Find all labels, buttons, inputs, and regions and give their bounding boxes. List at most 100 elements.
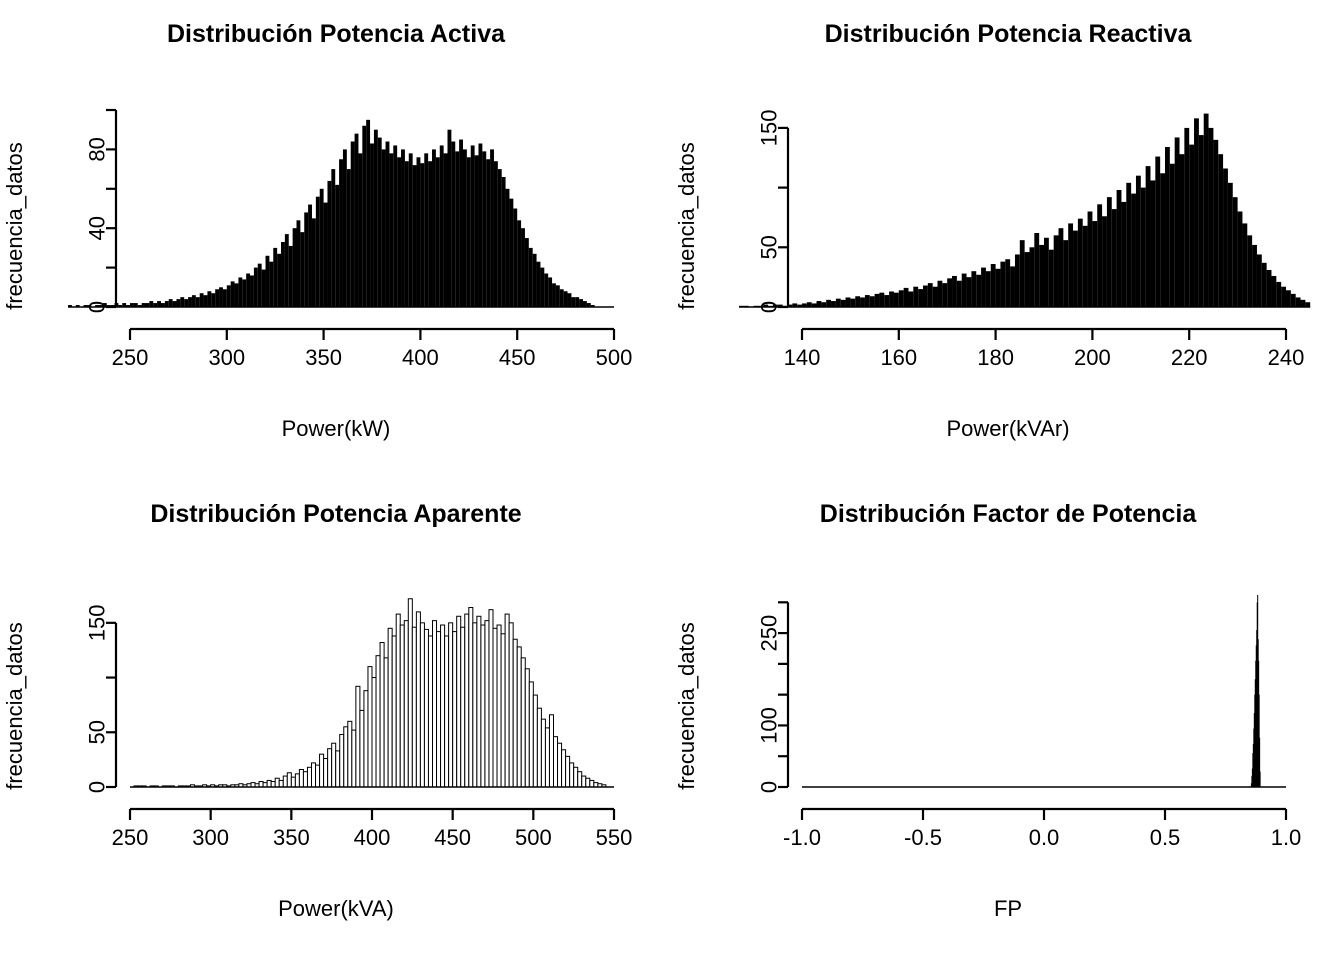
histogram-bar <box>1271 275 1277 307</box>
histogram-bar <box>557 742 563 788</box>
histogram-bar <box>145 303 150 307</box>
histogram-bars <box>133 598 607 788</box>
panel-factor-de-potencia: 0 100 250 -1.0 -0.5 0.0 0.5 1.0 Distribución Fa… <box>672 480 1344 960</box>
histogram-bar <box>579 299 584 307</box>
histogram-bar <box>350 141 355 307</box>
histogram-bar <box>153 303 158 307</box>
histogram-bar <box>222 289 227 307</box>
histogram-bar <box>126 305 130 307</box>
histogram-bar <box>840 299 846 307</box>
histogram-bar <box>976 274 982 307</box>
histogram-bar <box>956 280 962 307</box>
histogram-bar <box>1053 235 1059 307</box>
histogram-bar <box>536 261 541 307</box>
x-axis-tick-label: 450 <box>434 825 471 850</box>
histogram-bar <box>1014 254 1020 307</box>
histogram-bar <box>932 286 938 307</box>
histogram-bar <box>1029 247 1035 307</box>
histogram-bar <box>1077 218 1083 307</box>
histogram-bar <box>184 299 189 307</box>
histogram-bar <box>401 149 405 307</box>
histogram-bar <box>952 275 957 307</box>
histogram-bar <box>1131 193 1136 307</box>
histogram-bar <box>528 681 534 788</box>
histogram-bar <box>1256 254 1262 307</box>
y-axis-label: frecuencia_datos <box>2 622 27 790</box>
histogram-bar <box>180 297 185 307</box>
histogram-bar <box>831 301 836 307</box>
histogram-bar <box>315 196 320 307</box>
histogram-bar <box>821 302 827 307</box>
histogram-bar <box>492 627 498 788</box>
histogram-bar <box>230 281 235 307</box>
histogram-bar <box>420 163 425 307</box>
y-axis-tick-label: 80 <box>85 137 110 161</box>
panel-title: Distribución Potencia Activa <box>167 20 506 48</box>
x-axis-tick-label: 140 <box>784 345 821 370</box>
x-axis-tick-label: 240 <box>1268 345 1305 370</box>
histogram-bar <box>586 303 591 307</box>
histogram-bar <box>486 159 491 307</box>
chart-factor-de-potencia: 0 100 250 -1.0 -0.5 0.0 0.5 1.0 Distribución Fa… <box>674 500 1301 921</box>
histogram-bar <box>290 776 296 788</box>
histogram-bar <box>513 208 518 307</box>
histogram-bar <box>1068 223 1074 307</box>
histogram-bar <box>377 137 382 307</box>
histogram-bar <box>548 714 554 788</box>
histogram-bar <box>1276 281 1282 307</box>
histogram-bar <box>567 293 572 307</box>
histogram-bar <box>1121 201 1127 307</box>
histogram-bar <box>130 303 134 307</box>
histogram-bar <box>995 268 1001 307</box>
histogram-bar <box>585 777 591 788</box>
histogram-bar <box>367 666 373 788</box>
y-axis-tick-label: 0 <box>757 301 782 313</box>
histogram-bar <box>253 267 258 307</box>
histogram-bar <box>383 657 389 788</box>
histogram-bar <box>516 646 522 788</box>
histogram-bar <box>327 180 332 307</box>
panel-potencia-activa: 0 40 80 250 300 350 400 450 500 Distribución Pot… <box>0 0 672 480</box>
histogram-bar <box>164 301 169 307</box>
histogram-bar <box>1232 197 1238 307</box>
histogram-bar <box>306 766 313 788</box>
histogram-bar <box>496 624 502 788</box>
histogram-bar <box>581 775 587 788</box>
panel-potencia-aparente: 0 50 150 250 300 350 400 450 500 550 Distribución… <box>0 480 672 960</box>
histogram-bar <box>1237 211 1243 307</box>
histogram-bar <box>850 298 856 307</box>
histogram-bar <box>375 655 381 788</box>
histogram-bar <box>826 299 832 307</box>
histogram-bar <box>448 622 454 788</box>
histogram-bar <box>864 295 870 307</box>
y-axis-label: frecuencia_datos <box>674 142 699 310</box>
histogram-bar <box>335 750 341 788</box>
histogram-bar <box>1165 147 1170 307</box>
histogram-bar <box>459 139 463 307</box>
histogram-bar <box>565 755 571 788</box>
histogram-bar <box>327 748 333 788</box>
histogram-bar <box>211 293 216 307</box>
histogram-bar <box>416 157 421 307</box>
histogram-bar <box>484 620 490 788</box>
histogram-bar <box>238 277 243 307</box>
x-axis-tick-label: 550 <box>596 825 633 850</box>
histogram-bar <box>300 232 305 307</box>
histogram-bar <box>478 143 483 307</box>
histogram-bar <box>860 297 865 307</box>
histogram-bar <box>504 613 510 788</box>
histogram-bar <box>423 628 429 788</box>
histogram-bar <box>302 771 308 788</box>
histogram-bar <box>460 626 466 788</box>
histogram-bar <box>1111 209 1117 307</box>
histogram-bar <box>521 228 525 307</box>
histogram-bar <box>286 772 292 788</box>
histogram-bar <box>1145 166 1151 307</box>
histogram-bar <box>1203 113 1209 307</box>
histogram-bar <box>399 624 405 788</box>
x-axis-tick-label: 300 <box>192 825 229 850</box>
histogram-bar <box>1266 269 1272 307</box>
x-axis-tick-label: 0.0 <box>1029 825 1060 850</box>
histogram-bar <box>362 125 367 307</box>
